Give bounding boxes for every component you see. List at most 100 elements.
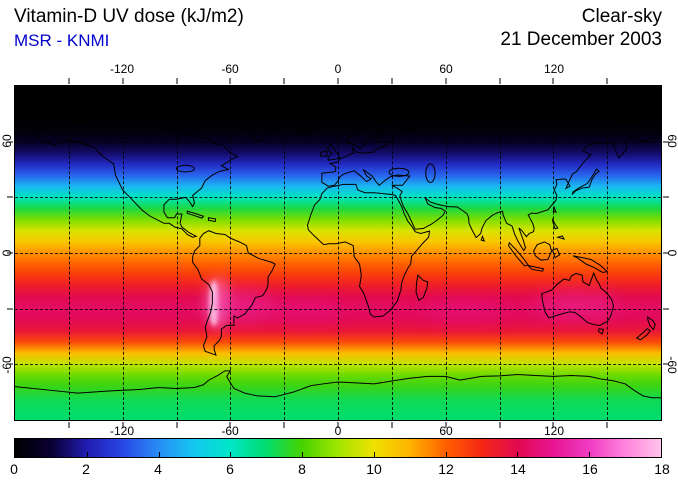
lon-tick-label: -60: [221, 424, 239, 438]
date-label: 21 December 2003: [500, 29, 662, 50]
colorbar-tick-label: 14: [510, 461, 526, 477]
colorbar-tick-label: 0: [10, 461, 18, 477]
coastline-australia: [542, 273, 614, 325]
lake-black-sea: [389, 168, 409, 176]
lon-tick: [283, 78, 285, 84]
colorbar-labels: 0 2 4 6 8 10 12 14 16 18: [10, 461, 670, 477]
gridline-lat: [15, 253, 661, 254]
colorbar-tick-label: 12: [438, 461, 454, 477]
gridline-lat: [15, 141, 661, 143]
coastline-philippines: [552, 219, 564, 239]
colorbar-tick: [86, 452, 88, 457]
lon-tick-label: -120: [109, 424, 135, 438]
feature-south-america-high: [214, 290, 276, 320]
lon-tick: [606, 422, 608, 428]
colorbar: [14, 438, 662, 458]
colorbar-tick-label: 10: [366, 461, 382, 477]
colorbar-tick: [158, 452, 160, 457]
lat-tick-label: -60: [665, 356, 678, 374]
gridline-lat: [15, 197, 661, 199]
lat-tick: [663, 252, 669, 254]
gridlines: [15, 86, 661, 420]
lat-tick: [7, 252, 13, 254]
lon-tick-label: -120: [109, 62, 135, 76]
coastlines: [15, 86, 661, 420]
coastline-taiwan: [553, 208, 556, 213]
colorbar-tick: [15, 452, 16, 457]
colorbar-tick-label: 16: [582, 461, 598, 477]
lon-tick: [391, 422, 393, 428]
lat-tick: [7, 308, 13, 310]
coastline-japan: [572, 169, 599, 194]
axis-bottom: -120 -60 0 60 120: [14, 424, 662, 438]
lon-tick: [122, 78, 124, 84]
coastline-new-zealand: [637, 317, 655, 340]
coastline-britain: [327, 144, 340, 160]
lon-tick: [337, 78, 339, 84]
colorbar-tick: [517, 452, 519, 457]
colorbar-tick-label: 18: [654, 461, 670, 477]
colorbar-tick-label: 6: [226, 461, 234, 477]
coastline-java: [528, 266, 543, 272]
coastline-ireland: [321, 151, 327, 156]
lon-tick: [229, 78, 231, 84]
map-fill: [15, 86, 661, 420]
lon-tick: [499, 422, 500, 428]
lon-tick-label: 60: [439, 424, 453, 438]
coastline-greenland: [230, 101, 302, 142]
lon-tick: [176, 422, 177, 428]
coastline-borneo: [534, 242, 552, 260]
lon-tick-label: 120: [543, 424, 565, 438]
lon-tick-label: 0: [334, 62, 342, 76]
colorbar-tick-label: 8: [298, 461, 306, 477]
coastline-hispaniola: [208, 218, 215, 222]
coastline-africa: [307, 184, 429, 317]
gridline-lat: [15, 364, 661, 366]
lon-tick: [229, 422, 231, 428]
lon-tick-label: 120: [543, 62, 565, 76]
coastline-south-america: [193, 231, 276, 355]
lon-tick: [606, 78, 608, 84]
lat-tick: [7, 196, 13, 198]
axis-top: -120 -60 0 60 120: [14, 62, 662, 77]
plot-title: Vitamin-D UV dose (kJ/m2): [14, 6, 244, 27]
lon-tick: [499, 78, 500, 84]
lon-tick: [391, 78, 393, 84]
source-label: MSR - KNMI: [14, 31, 110, 50]
lat-tick: [663, 141, 669, 143]
lon-tick: [552, 422, 554, 428]
lake-great-lakes: [177, 165, 195, 172]
lon-tick: [283, 422, 285, 428]
lon-tick: [445, 422, 447, 428]
colorbar-tick: [445, 452, 447, 457]
gridline-lat: [15, 308, 661, 310]
coastline-iceland: [296, 130, 313, 136]
colorbar-tick: [589, 452, 591, 457]
lat-tick: [663, 196, 669, 198]
coastline-tasmania: [599, 329, 604, 334]
coastline-madagascar: [416, 275, 428, 300]
lon-tick: [337, 422, 339, 428]
colorbar-tick-label: 2: [82, 461, 90, 477]
colorbar-gradient: [15, 439, 662, 457]
coastline-new-guinea: [573, 256, 607, 273]
colorbar-tick: [230, 452, 232, 457]
coastline-antarctica: [15, 371, 661, 398]
feature-indian-ocean-high: [424, 299, 504, 322]
coastline-sri-lanka: [481, 236, 484, 241]
colorbar-tick: [661, 452, 662, 457]
colorbar-tick: [302, 452, 304, 457]
condition-label: Clear-sky: [581, 6, 662, 27]
coastline-north-america: [37, 121, 238, 237]
lat-tick-label: -60: [0, 356, 14, 374]
coastline-sulawesi: [552, 248, 559, 257]
lat-tick: [663, 363, 669, 365]
lon-tick: [68, 78, 70, 84]
lon-tick: [176, 78, 177, 84]
lon-tick-label: 60: [439, 62, 453, 76]
lon-tick-label: -60: [221, 62, 239, 76]
lat-tick: [7, 363, 13, 365]
coastline-cuba: [187, 211, 203, 218]
colorbar-tick: [373, 452, 375, 457]
